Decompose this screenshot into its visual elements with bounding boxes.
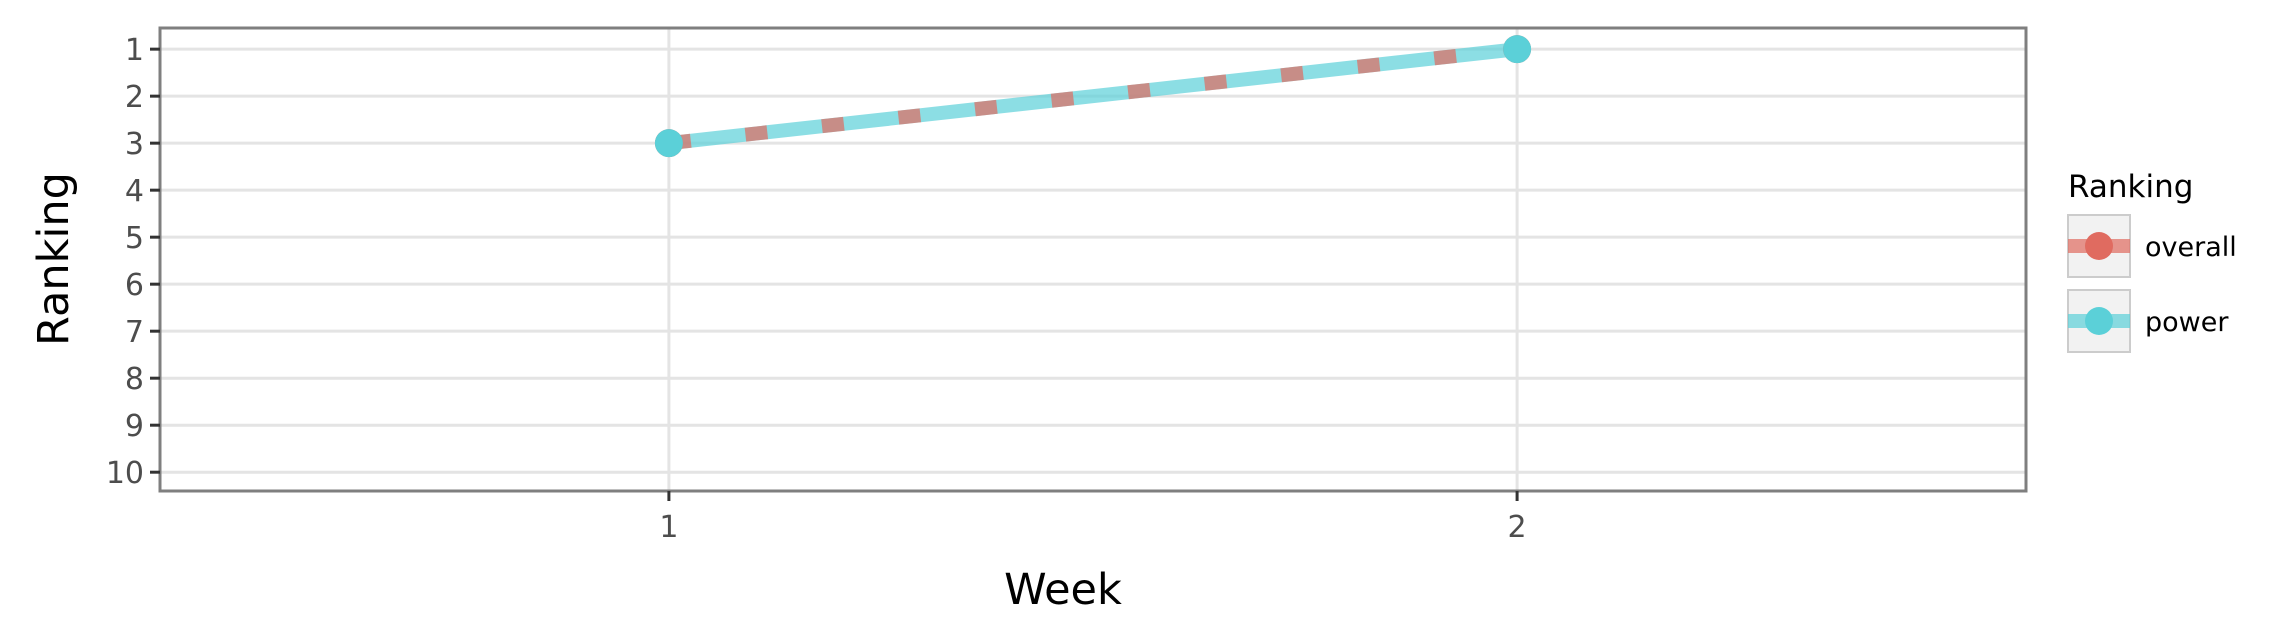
y-axis-ticks: 1 2 3 4 5 6 7 8 9 10 (106, 33, 160, 491)
x-tick-label: 2 (1508, 510, 1527, 545)
x-tick-label: 1 (659, 510, 678, 545)
x-axis-title: Week (1004, 565, 1122, 615)
legend-label: power (2145, 307, 2229, 338)
legend-item-overall: overall (2067, 214, 2237, 278)
data-points (654, 35, 1532, 158)
y-tick-label: 4 (125, 174, 144, 209)
legend-title: Ranking (2068, 169, 2193, 205)
legend-item-power: power (2067, 289, 2229, 353)
y-tick-label: 6 (125, 268, 144, 303)
plot-panel-border (158, 26, 2028, 493)
data-point-power (654, 129, 683, 158)
legend: Ranking overall power (2067, 169, 2237, 353)
legend-key-point (2085, 232, 2113, 260)
legend-key-point (2085, 307, 2113, 335)
y-tick-label: 2 (125, 80, 144, 115)
series-lines (668, 42, 1518, 151)
y-tick-label: 5 (125, 221, 144, 256)
data-point-power (1503, 35, 1532, 64)
y-tick-label: 1 (125, 33, 144, 68)
series-line-overall (668, 42, 1518, 151)
y-axis-title: Ranking (29, 172, 79, 346)
y-tick-label: 9 (125, 409, 144, 444)
plot-panel-background (160, 28, 2026, 491)
y-tick-label: 3 (125, 127, 144, 162)
legend-label: overall (2145, 232, 2237, 263)
y-tick-label: 7 (125, 315, 144, 350)
y-tick-label: 10 (106, 456, 144, 491)
y-tick-label: 8 (125, 362, 144, 397)
